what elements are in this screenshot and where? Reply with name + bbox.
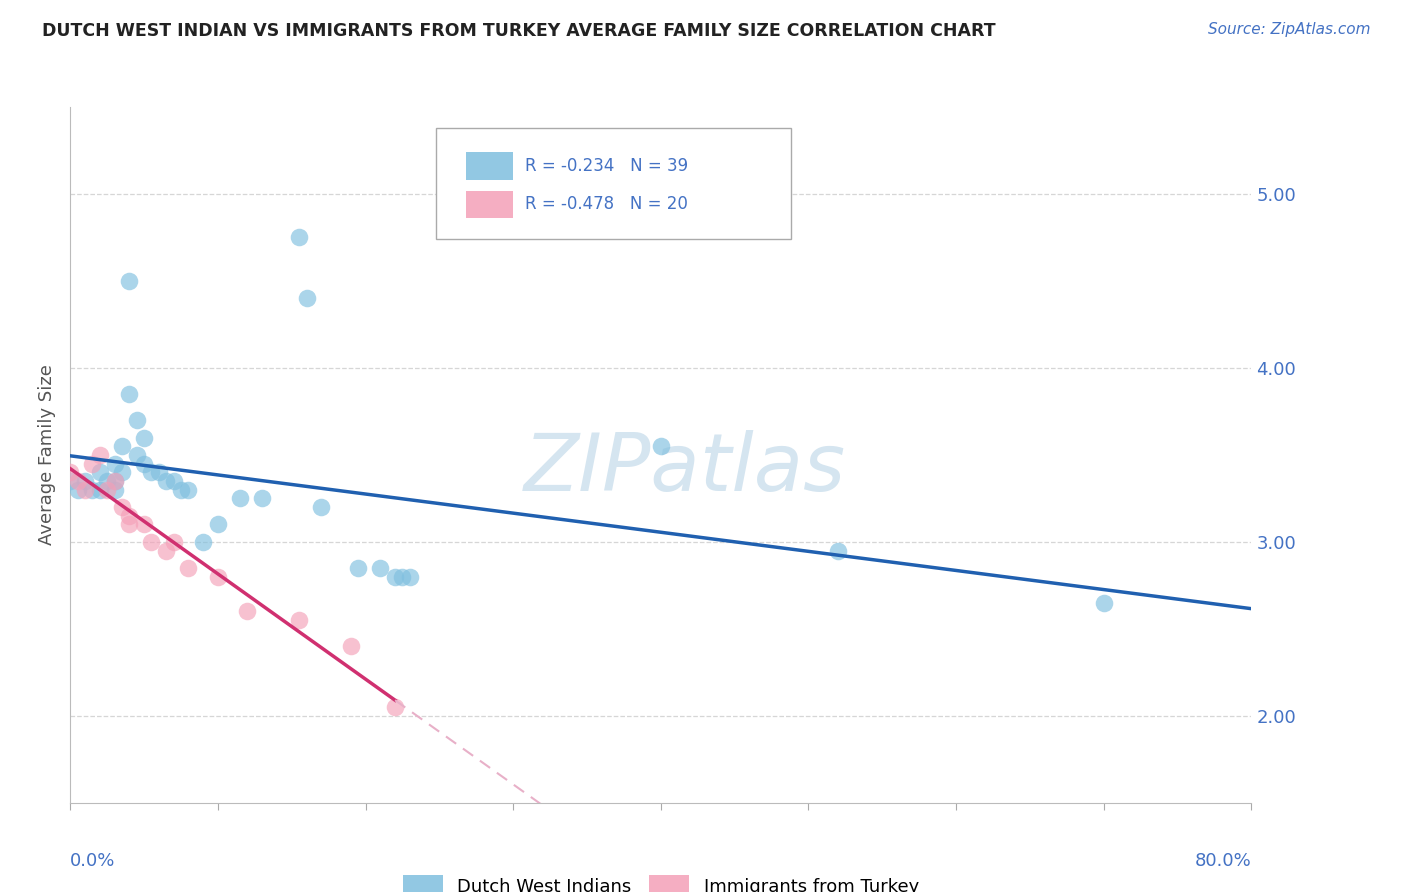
Point: [229, 491, 252, 506]
Point: [170, 483, 193, 497]
Point: [340, 639, 363, 653]
Point: [75, 474, 96, 488]
Text: ZIPatlas: ZIPatlas: [523, 430, 845, 508]
Text: R = -0.478   N = 20: R = -0.478 N = 20: [524, 195, 688, 213]
Point: [399, 570, 422, 584]
Point: [384, 570, 406, 584]
Point: [163, 535, 186, 549]
Point: [104, 483, 127, 497]
Point: [141, 535, 163, 549]
Point: [207, 570, 229, 584]
Point: [288, 613, 311, 627]
Point: [89, 448, 111, 462]
Point: [207, 517, 229, 532]
Point: [132, 517, 156, 532]
Point: [132, 457, 156, 471]
Point: [368, 561, 391, 575]
Y-axis label: Average Family Size: Average Family Size: [38, 365, 56, 545]
FancyBboxPatch shape: [465, 191, 513, 219]
Point: [89, 483, 111, 497]
FancyBboxPatch shape: [436, 128, 790, 239]
Point: [59, 474, 82, 488]
Point: [163, 474, 186, 488]
Point: [82, 457, 104, 471]
Text: 0.0%: 0.0%: [70, 852, 115, 870]
Point: [827, 543, 849, 558]
Point: [125, 448, 148, 462]
Point: [1092, 596, 1115, 610]
Point: [295, 291, 318, 305]
Text: 80.0%: 80.0%: [1195, 852, 1251, 870]
Text: DUTCH WEST INDIAN VS IMMIGRANTS FROM TURKEY AVERAGE FAMILY SIZE CORRELATION CHAR: DUTCH WEST INDIAN VS IMMIGRANTS FROM TUR…: [42, 22, 995, 40]
Point: [118, 274, 141, 288]
Point: [250, 491, 273, 506]
FancyBboxPatch shape: [465, 153, 513, 180]
Point: [111, 439, 134, 453]
Point: [384, 700, 406, 714]
Point: [118, 387, 141, 401]
Point: [66, 474, 89, 488]
Point: [104, 474, 127, 488]
Point: [89, 466, 111, 480]
Point: [125, 413, 148, 427]
Point: [104, 457, 127, 471]
Text: R = -0.234   N = 39: R = -0.234 N = 39: [524, 157, 688, 175]
Point: [59, 466, 82, 480]
Point: [141, 466, 163, 480]
Point: [288, 230, 311, 244]
Point: [650, 439, 672, 453]
Point: [75, 483, 96, 497]
Point: [177, 561, 200, 575]
Point: [82, 483, 104, 497]
Point: [104, 474, 127, 488]
Point: [309, 500, 333, 514]
Point: [148, 466, 170, 480]
Point: [155, 543, 177, 558]
Point: [118, 508, 141, 523]
Point: [132, 431, 156, 445]
Point: [177, 483, 200, 497]
Point: [111, 466, 134, 480]
Point: [347, 561, 370, 575]
Point: [118, 517, 141, 532]
Point: [155, 474, 177, 488]
Point: [66, 483, 89, 497]
Point: [96, 474, 118, 488]
Legend: Dutch West Indians, Immigrants from Turkey: Dutch West Indians, Immigrants from Turk…: [398, 870, 924, 892]
Point: [96, 483, 118, 497]
Point: [111, 500, 134, 514]
Text: Source: ZipAtlas.com: Source: ZipAtlas.com: [1208, 22, 1371, 37]
Point: [391, 570, 413, 584]
Point: [236, 605, 259, 619]
Point: [191, 535, 214, 549]
